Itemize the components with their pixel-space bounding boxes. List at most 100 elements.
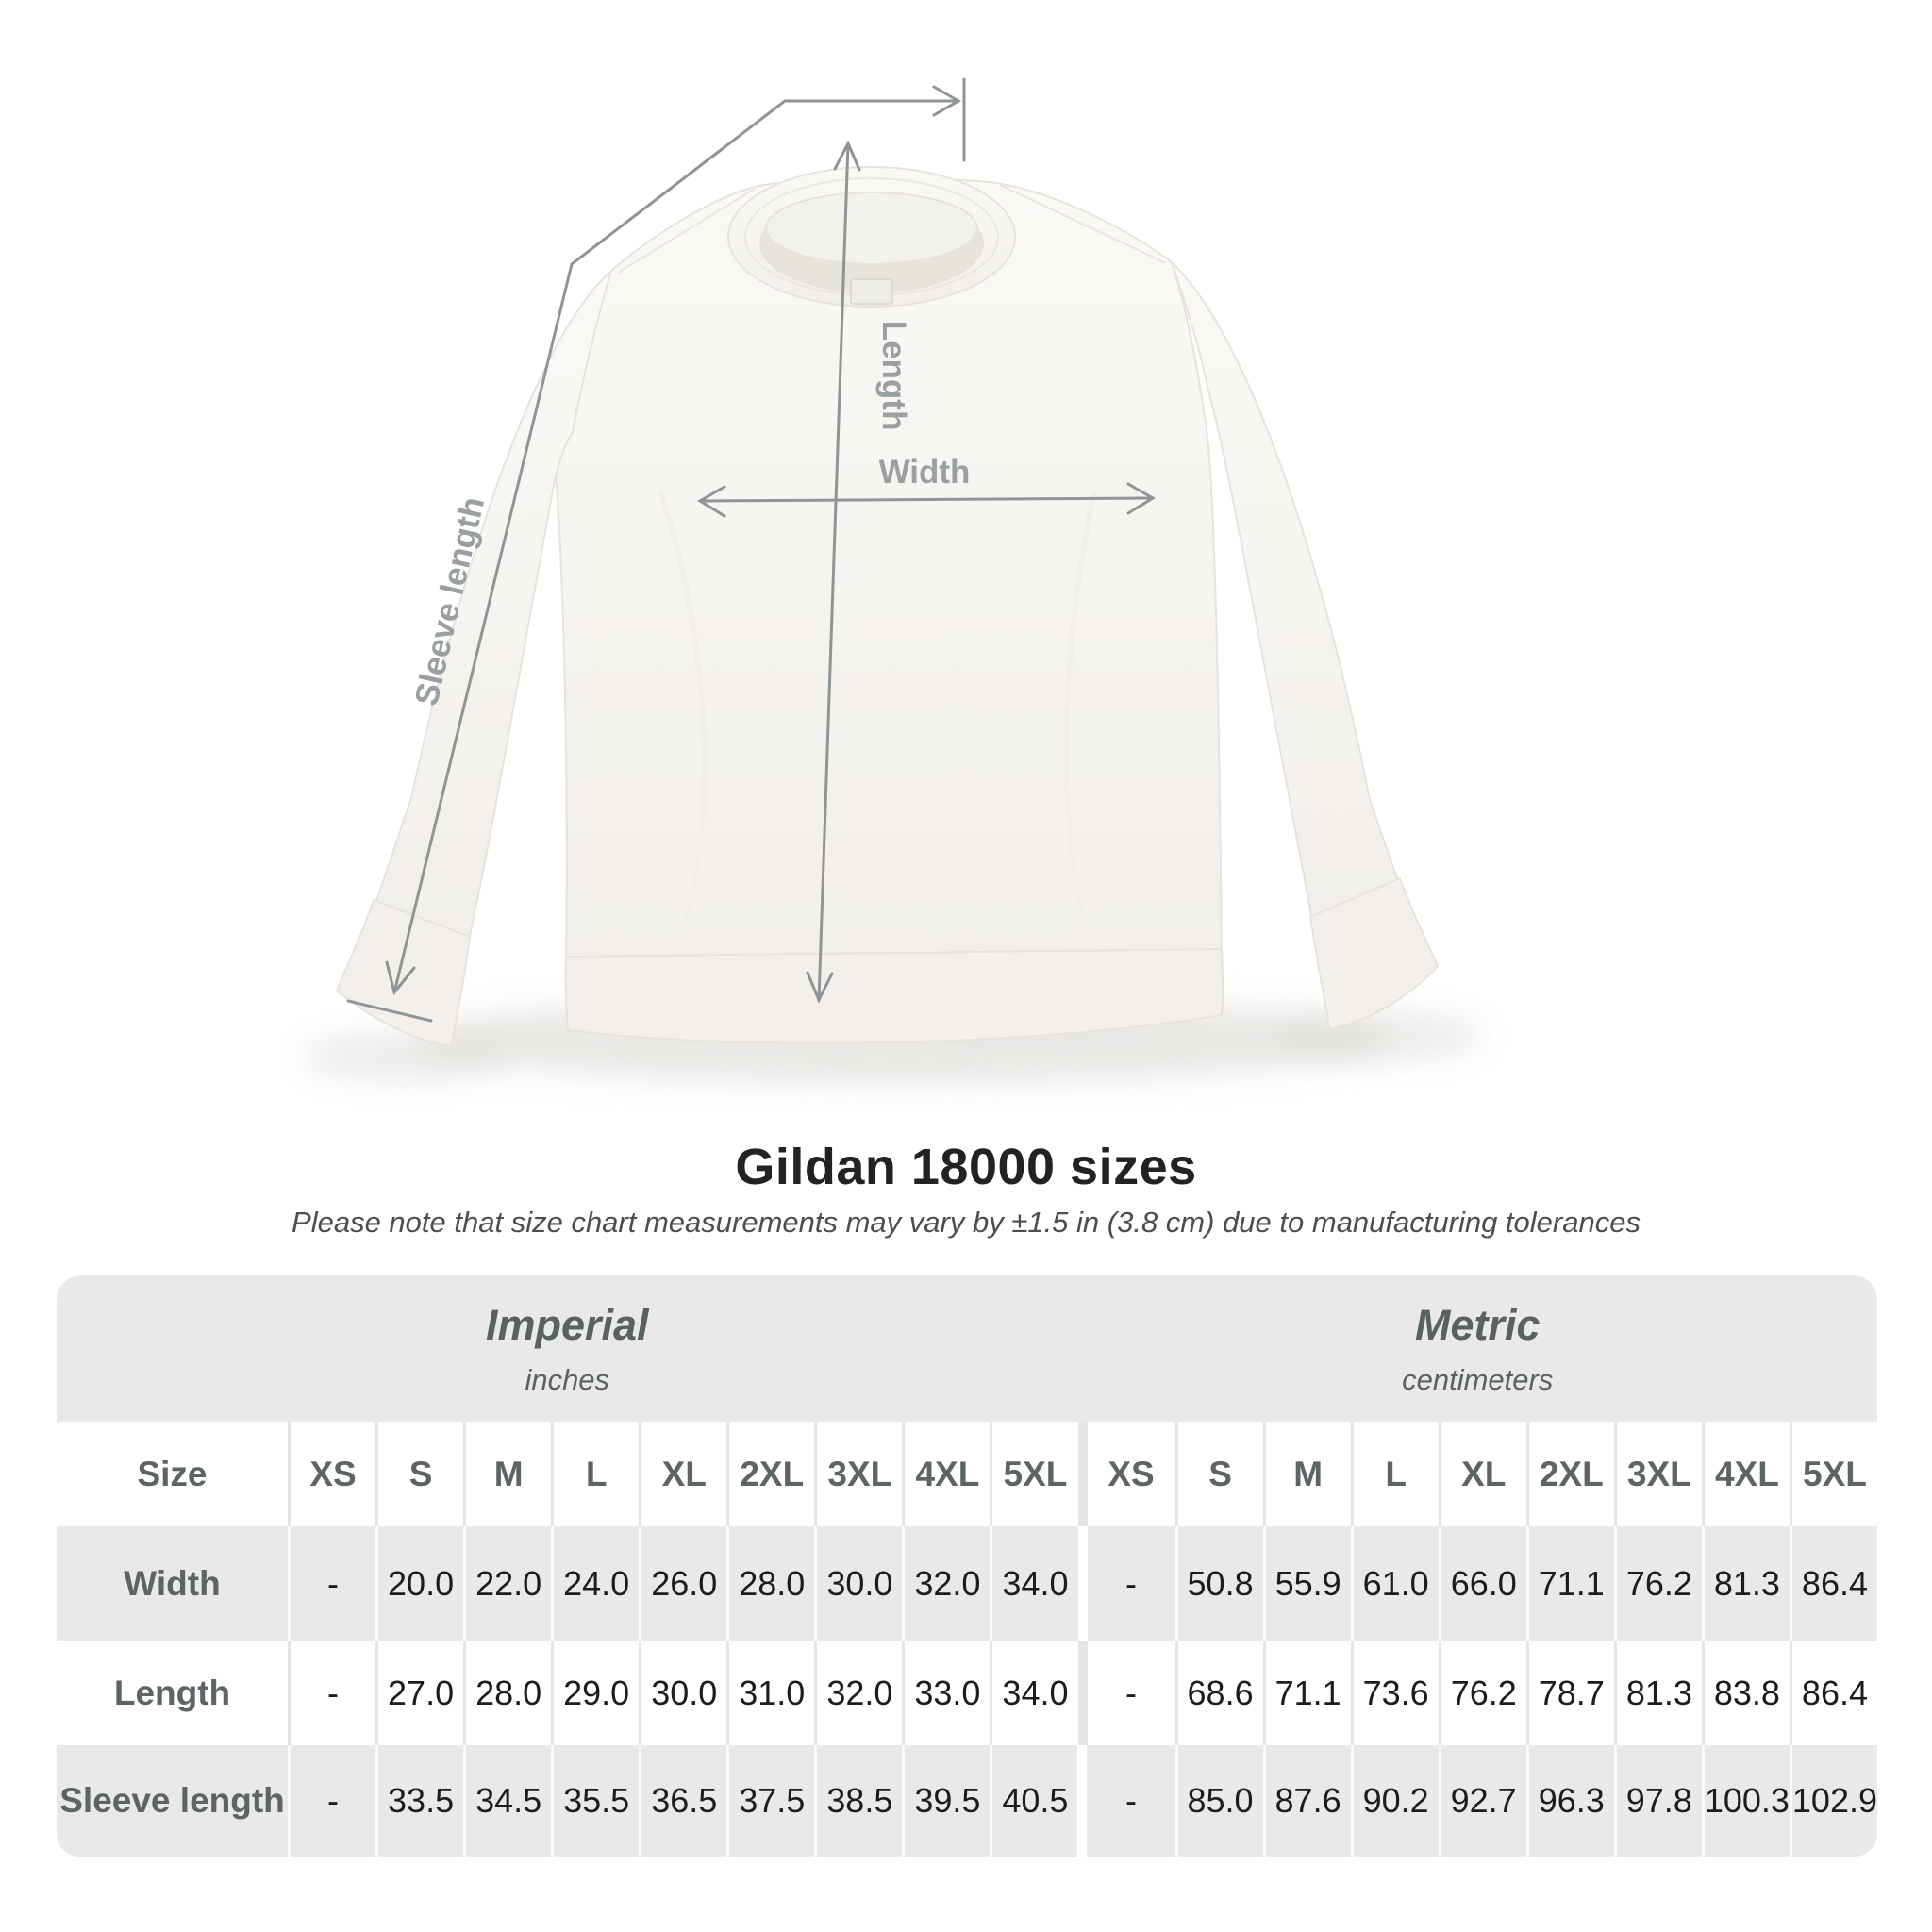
table-cell: 86.4 <box>1789 1526 1877 1641</box>
right-cuff <box>1308 876 1440 1031</box>
group-divider <box>1077 1422 1088 1526</box>
table-cell: 61.0 <box>1350 1526 1439 1641</box>
header-cell: 2XL <box>1525 1422 1614 1526</box>
table-cell: - <box>1125 1673 1138 1712</box>
table-cell: - <box>288 1745 376 1857</box>
table-cell: 30.0 <box>639 1641 726 1745</box>
row-label: Width <box>57 1526 288 1641</box>
header-cell: S <box>375 1422 463 1526</box>
table-cell: 37.5 <box>726 1745 815 1857</box>
imperial-sublabel: inches <box>525 1362 610 1396</box>
sleeve-length-end-tick <box>346 999 433 1023</box>
header-cell: M <box>463 1422 551 1526</box>
header-cell: 4XL <box>1701 1422 1790 1526</box>
table-cell: 34.5 <box>463 1745 552 1857</box>
width-arrowhead-left <box>697 485 726 518</box>
length-arrowhead-bottom <box>806 971 834 1004</box>
neck-label-tag <box>850 278 893 305</box>
table-cell: 38.5 <box>814 1745 903 1857</box>
page-title: Gildan 18000 sizes <box>735 1139 1197 1195</box>
header-cell: 5XL <box>1789 1422 1877 1526</box>
header-cell: XL <box>639 1422 726 1526</box>
width-arrow-line <box>698 496 1155 503</box>
size-column-header: Size <box>137 1454 208 1493</box>
table-cell: 68.6 <box>1174 1641 1263 1745</box>
header-cell: 2XL <box>726 1422 814 1526</box>
left-cuff <box>335 898 472 1048</box>
row-label: Length <box>113 1673 231 1712</box>
table-cell: 86.4 <box>1789 1641 1877 1745</box>
size-header-row: Size XS S M L XL 2XL 3XL 4XL 5XL XS S M … <box>57 1422 1877 1526</box>
table-cell: - <box>1087 1745 1175 1857</box>
table-cell: 39.5 <box>902 1745 991 1857</box>
table-cell: 81.3 <box>1613 1641 1702 1745</box>
header-cell: L <box>1350 1422 1439 1526</box>
table-cell: 32.0 <box>814 1641 902 1745</box>
table-cell: 34.0 <box>990 1641 1077 1745</box>
table-cell: 24.0 <box>551 1526 640 1641</box>
imperial-label: Imperial <box>485 1300 649 1349</box>
table-cell: - <box>288 1641 375 1745</box>
table-cell: 35.5 <box>551 1745 640 1857</box>
table-cell: 76.2 <box>1438 1641 1526 1745</box>
sweatshirt-diagram: Width Length Sleeve length <box>302 77 1483 1083</box>
table-cell: 83.8 <box>1701 1641 1790 1745</box>
header-cell: S <box>1174 1422 1263 1526</box>
header-cell: 3XL <box>1613 1422 1702 1526</box>
table-cell: 85.0 <box>1174 1745 1263 1857</box>
table-cell: 100.3 <box>1701 1745 1790 1857</box>
table-cell: 66.0 <box>1438 1526 1526 1641</box>
group-divider <box>1077 1745 1088 1857</box>
table-cell: 30.0 <box>814 1526 903 1641</box>
shoulder-seam-left <box>617 188 756 274</box>
table-cell: 102.9 <box>1789 1745 1877 1857</box>
table-cell: 87.6 <box>1262 1745 1351 1857</box>
table-cell: 20.0 <box>375 1526 464 1641</box>
sleeve-length-line <box>392 99 787 994</box>
measurement-annotations <box>346 77 1156 1023</box>
table-cell: 22.0 <box>463 1526 552 1641</box>
collar <box>727 166 1016 308</box>
diagram-width-label: Width <box>879 454 971 491</box>
table-cell: 32.0 <box>902 1526 991 1641</box>
header-cell: L <box>551 1422 639 1526</box>
hem-band <box>564 947 1224 1044</box>
header-cell: M <box>1262 1422 1351 1526</box>
table-row-length: Length - 27.0 28.0 29.0 30.0 31.0 32.0 3… <box>57 1641 1877 1745</box>
table-cell: 29.0 <box>551 1641 639 1745</box>
diagram-length-label: Length <box>875 321 912 431</box>
length-line <box>817 142 850 1002</box>
group-divider <box>1077 1641 1088 1745</box>
table-cell: 27.0 <box>375 1641 463 1745</box>
table-cell: 36.5 <box>639 1745 727 1857</box>
table-cell: 96.3 <box>1525 1745 1614 1857</box>
right-sleeve <box>1171 261 1400 922</box>
tolerance-note: Please note that size chart measurements… <box>291 1206 1641 1239</box>
shoulder-seam-right <box>999 184 1167 264</box>
table-cell: 78.7 <box>1525 1641 1614 1745</box>
table-cell: 33.0 <box>902 1641 990 1745</box>
header-cell: 4XL <box>902 1422 990 1526</box>
row-label: Sleeve length <box>57 1745 288 1857</box>
table-cell: 76.2 <box>1613 1526 1702 1641</box>
metric-sublabel: centimeters <box>1402 1362 1554 1396</box>
table-cell: 90.2 <box>1350 1745 1439 1857</box>
table-cell: 26.0 <box>639 1526 727 1641</box>
sleeve-length-arrowhead <box>385 960 416 996</box>
left-sleeve <box>374 267 613 941</box>
table-row-sleeve-length: Sleeve length - 33.5 34.5 35.5 36.5 37.5… <box>57 1745 1877 1857</box>
table-cell: 31.0 <box>726 1641 814 1745</box>
table-cell: 34.0 <box>990 1526 1078 1641</box>
table-cell: 73.6 <box>1350 1641 1439 1745</box>
unit-group-metric: Metric centimeters <box>1078 1275 1878 1422</box>
table-cell: 92.7 <box>1438 1745 1526 1857</box>
metric-label: Metric <box>1414 1300 1541 1349</box>
table-cell: 28.0 <box>726 1526 815 1641</box>
table-cell: 40.5 <box>990 1745 1078 1857</box>
unit-group-imperial: Imperial inches <box>57 1275 1078 1422</box>
table-cell: 55.9 <box>1262 1526 1351 1641</box>
fold-line-right <box>1063 490 1097 935</box>
header-cell: XS <box>288 1422 375 1526</box>
header-cell: 3XL <box>814 1422 902 1526</box>
